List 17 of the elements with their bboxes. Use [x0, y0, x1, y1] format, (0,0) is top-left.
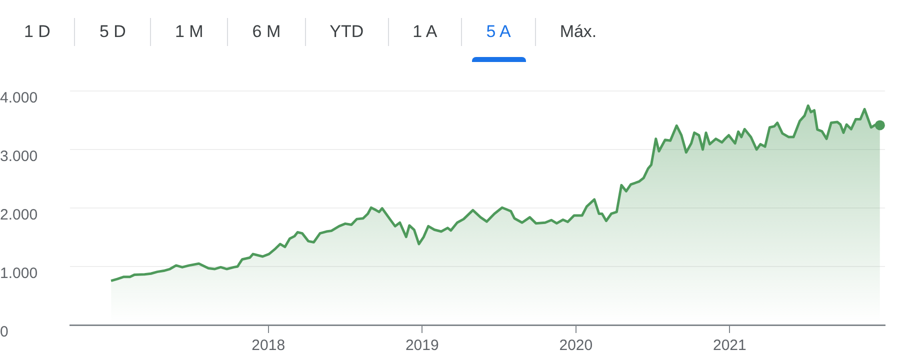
y-tick-label: 3.000	[0, 148, 38, 166]
x-tick-label: 2018	[252, 337, 286, 354]
y-tick-label: 2.000	[0, 206, 38, 224]
text: 5 A	[462, 18, 536, 46]
text: 5 D	[75, 18, 151, 46]
y-tick-label: 4.000	[0, 90, 38, 107]
x-tick-label: 2021	[713, 337, 746, 354]
x-tick-label: 2019	[405, 337, 439, 354]
y-tick-label: 0	[0, 324, 8, 341]
y-tick-label: 1.000	[0, 265, 38, 282]
text: YTD	[306, 18, 389, 46]
text: Máx.	[558, 21, 598, 43]
text: 1 A	[388, 18, 462, 46]
text: 6 M	[228, 18, 306, 46]
text: 1 D	[0, 18, 76, 46]
x-tick-label: 2020	[559, 337, 593, 354]
text: 1 M	[150, 18, 228, 46]
